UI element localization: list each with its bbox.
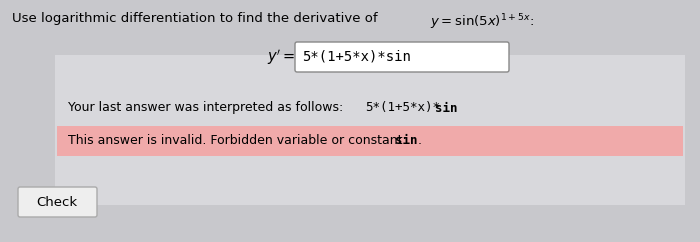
Text: Use logarithmic differentiation to find the derivative of: Use logarithmic differentiation to find … [12, 12, 382, 25]
Text: Check: Check [36, 196, 78, 209]
Text: 5*(1+5*x)*: 5*(1+5*x)* [365, 101, 440, 114]
Text: sin: sin [395, 135, 417, 148]
FancyBboxPatch shape [57, 126, 683, 156]
Text: This answer is invalid. Forbidden variable or constant:: This answer is invalid. Forbidden variab… [68, 135, 411, 148]
FancyBboxPatch shape [55, 55, 685, 205]
Text: sin: sin [435, 101, 458, 114]
Text: $y = \sin(5x)^{1+5x}$:: $y = \sin(5x)^{1+5x}$: [430, 12, 534, 32]
Text: Your last answer was interpreted as follows:: Your last answer was interpreted as foll… [68, 101, 347, 114]
Text: $y' =$: $y' =$ [267, 47, 295, 67]
FancyBboxPatch shape [295, 42, 509, 72]
Text: 5*(1+5*x)*sin: 5*(1+5*x)*sin [302, 50, 411, 64]
FancyBboxPatch shape [18, 187, 97, 217]
Text: .: . [418, 135, 422, 148]
